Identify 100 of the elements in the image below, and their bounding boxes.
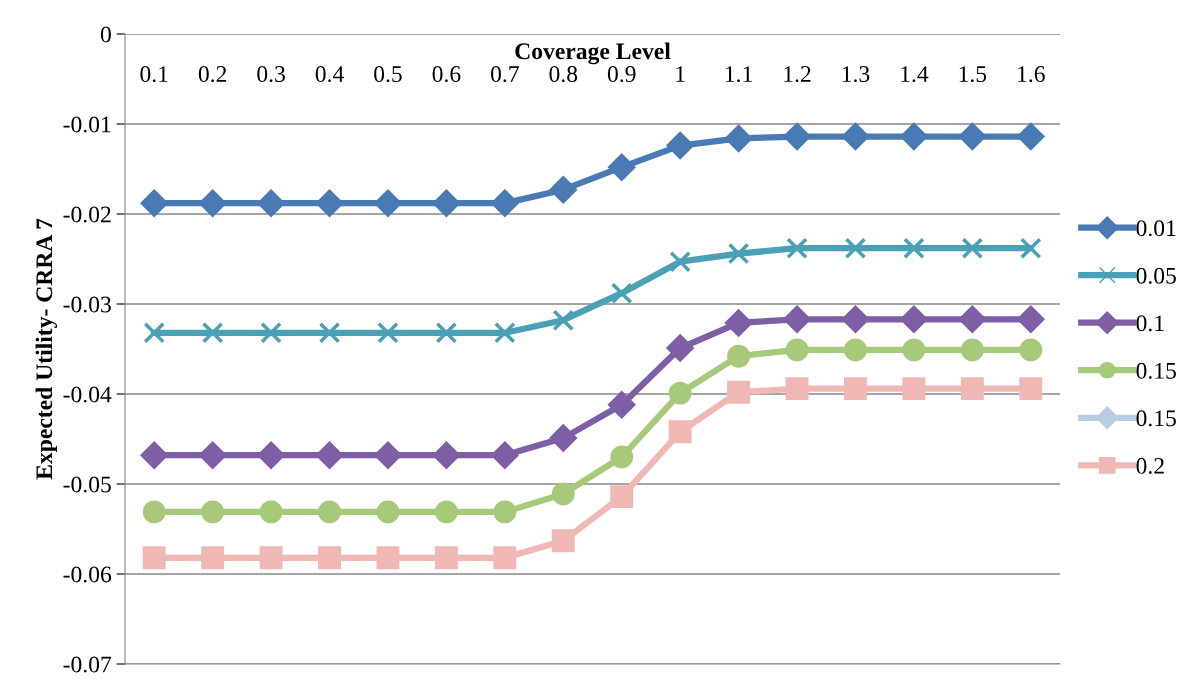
point xyxy=(435,322,458,344)
point xyxy=(902,377,926,401)
point xyxy=(610,282,633,304)
point xyxy=(1019,338,1043,362)
point xyxy=(143,322,165,344)
point xyxy=(1016,305,1045,334)
y-tick-label: -0.03 xyxy=(63,296,111,313)
y-tick-label: -0.02 xyxy=(63,206,111,223)
y-tick-label: -0.06 xyxy=(63,566,112,583)
point xyxy=(902,338,926,362)
point xyxy=(844,377,867,401)
point xyxy=(960,377,984,401)
x-tick-label: 1 xyxy=(676,66,685,82)
x-tick-label: 0.9 xyxy=(607,66,636,83)
legend-label: 0.2 xyxy=(1136,457,1164,474)
point xyxy=(491,189,519,218)
point xyxy=(434,546,458,570)
point xyxy=(376,500,400,524)
point xyxy=(494,322,516,344)
point xyxy=(142,500,166,524)
point xyxy=(198,189,227,218)
point xyxy=(315,441,344,470)
point xyxy=(961,237,984,259)
x-tick-label: 1.1 xyxy=(725,66,752,83)
point xyxy=(841,305,870,334)
point xyxy=(1016,122,1045,151)
x-tick-label: 0.3 xyxy=(257,66,285,83)
y-tick-label: -0.01 xyxy=(63,116,111,133)
point xyxy=(140,189,169,218)
legend-label: 0.01 xyxy=(1136,220,1176,237)
point xyxy=(958,305,987,334)
legend-label: 0.15 xyxy=(1136,410,1176,427)
point xyxy=(1019,377,1043,401)
legend-label: 0.15 xyxy=(1136,362,1176,379)
y-tick-label: -0.07 xyxy=(63,656,112,673)
point xyxy=(724,309,753,337)
x-tick-label: 0.8 xyxy=(549,66,578,83)
point xyxy=(551,529,575,553)
x-tick-label: 1.4 xyxy=(901,66,929,83)
point xyxy=(960,338,984,362)
point xyxy=(783,305,811,334)
point xyxy=(257,189,285,218)
point xyxy=(844,237,867,259)
x-tick-label: 0.1 xyxy=(140,66,168,83)
point xyxy=(376,546,400,570)
point xyxy=(783,122,811,151)
point xyxy=(434,500,458,524)
point xyxy=(318,322,341,344)
x-tick-label: 1.5 xyxy=(959,66,987,83)
point xyxy=(666,334,694,362)
point xyxy=(610,485,634,509)
legend-label: 0.05 xyxy=(1136,267,1176,284)
point xyxy=(900,305,928,334)
point xyxy=(551,482,575,506)
point xyxy=(257,441,285,470)
point xyxy=(493,500,517,524)
point xyxy=(374,441,402,470)
point xyxy=(552,309,575,331)
x-tick-label: 0.5 xyxy=(374,66,402,83)
point xyxy=(666,131,694,160)
point xyxy=(607,153,636,182)
point xyxy=(198,441,227,470)
point xyxy=(900,122,928,151)
point xyxy=(201,322,224,344)
point xyxy=(259,500,283,524)
legend-label: 0.1 xyxy=(1136,315,1164,332)
point xyxy=(727,380,751,404)
point xyxy=(140,441,169,470)
point xyxy=(318,546,341,570)
x-tick-label: 1.6 xyxy=(1018,66,1045,83)
point xyxy=(785,338,809,362)
point xyxy=(610,445,634,469)
point xyxy=(315,189,344,218)
point xyxy=(142,546,166,570)
y-axis-title: Expected Utility- CRRA 7 xyxy=(35,218,58,480)
y-tick-label: -0.05 xyxy=(63,476,111,493)
point xyxy=(668,420,692,444)
point xyxy=(432,189,461,218)
y-tick-label: -0.04 xyxy=(63,386,112,403)
point xyxy=(259,546,283,570)
point xyxy=(786,237,808,259)
point xyxy=(668,381,692,405)
point xyxy=(260,322,282,344)
point xyxy=(374,189,402,218)
point xyxy=(491,441,519,470)
point xyxy=(493,546,517,570)
point xyxy=(727,242,750,265)
point xyxy=(958,122,987,151)
x-tick-label: 0.2 xyxy=(198,66,227,83)
point xyxy=(318,500,341,524)
point xyxy=(785,377,809,401)
point xyxy=(432,441,461,470)
point xyxy=(844,338,867,362)
x-tick-label: 0.7 xyxy=(490,66,519,83)
x-tick-label: 0.4 xyxy=(315,66,344,83)
point xyxy=(549,424,578,452)
x-tick-label: 1.2 xyxy=(784,66,811,83)
y-tick-label: 0 xyxy=(100,26,111,43)
point xyxy=(607,390,636,419)
point xyxy=(549,175,578,204)
